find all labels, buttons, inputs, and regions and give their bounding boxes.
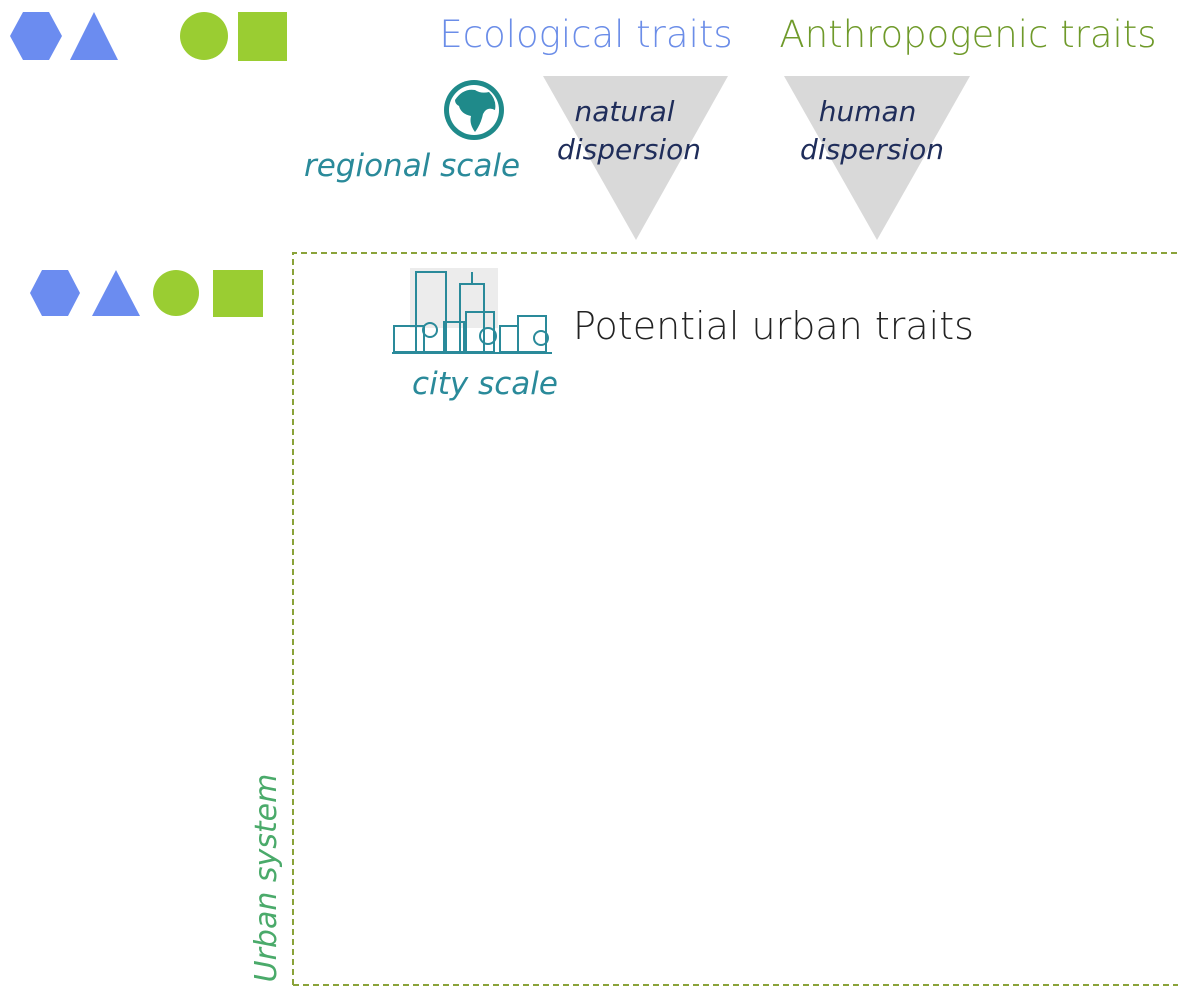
urban-system-label: Urban system: [249, 774, 284, 983]
natural-label: natural dispersion: [557, 95, 701, 166]
globe-icon: [444, 80, 504, 140]
hexagon: [30, 270, 80, 316]
city-icon: [392, 268, 552, 354]
square: [238, 12, 287, 61]
ecological-title: Ecological traits: [439, 13, 732, 56]
anthropogenic-title: Anthropogenic traits: [779, 13, 1156, 56]
label-line: dispersion: [800, 133, 944, 166]
funnel: [784, 76, 970, 240]
circle: [180, 12, 228, 60]
label-line: natural: [575, 95, 675, 128]
circle: [153, 270, 199, 316]
frame: [292, 252, 1178, 985]
city-label: city scale: [412, 366, 558, 402]
label-line: dispersion: [557, 133, 701, 166]
human-label: human dispersion: [800, 95, 944, 166]
regional-label: regional scale: [304, 148, 520, 184]
urban-title: Potential urban traits: [573, 304, 974, 348]
funnel: [543, 76, 728, 240]
triangle: [92, 270, 140, 316]
square: [213, 270, 263, 317]
label-line: human: [819, 95, 917, 128]
triangle: [70, 12, 118, 60]
hexagon: [10, 12, 62, 60]
